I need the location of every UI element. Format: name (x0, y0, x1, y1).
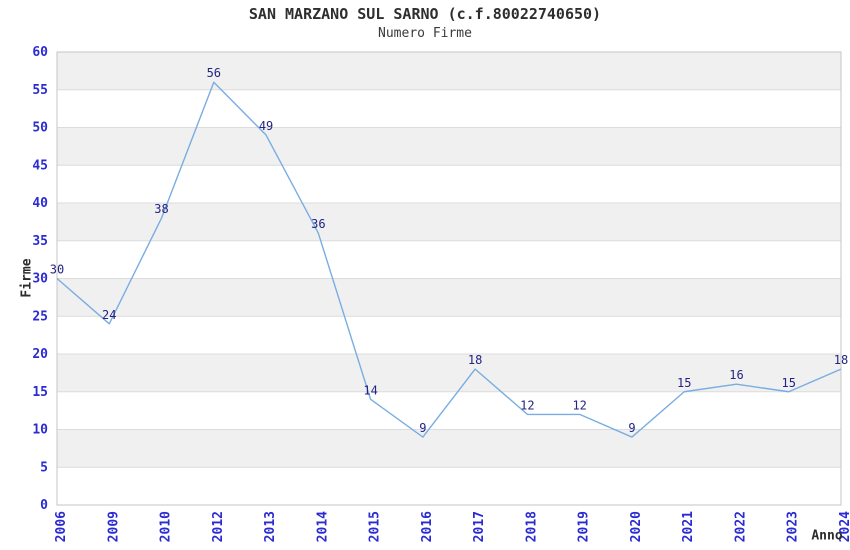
grid-band (57, 278, 841, 317)
point-label: 14 (363, 383, 377, 397)
point-label: 15 (677, 376, 691, 390)
chart-subtitle: Numero Firme (378, 26, 472, 41)
x-tick-label: 2010 (159, 511, 174, 542)
point-label: 9 (419, 421, 426, 435)
y-tick-label: 60 (32, 45, 48, 60)
point-label: 16 (729, 368, 743, 382)
point-label: 12 (520, 398, 534, 412)
grid-band (57, 203, 841, 241)
point-label: 24 (102, 308, 116, 322)
x-tick-label: 2022 (733, 511, 748, 542)
point-label: 38 (154, 202, 168, 216)
y-tick-label: 50 (32, 121, 48, 136)
x-tick-label: 2021 (681, 511, 696, 542)
x-axis-title: Anno (811, 528, 843, 544)
y-tick-label: 35 (32, 234, 48, 249)
x-tick-label: 2024 (838, 511, 850, 542)
x-tick-label: 2012 (211, 511, 226, 542)
grid-band (57, 127, 841, 166)
x-tick-label: 2020 (629, 511, 644, 542)
y-tick-label: 15 (32, 385, 48, 400)
x-tick-label: 2014 (315, 511, 330, 542)
y-tick-label: 20 (32, 347, 48, 362)
grid-band (57, 354, 841, 392)
x-tick-label: 2009 (106, 511, 121, 542)
x-tick-label: 2018 (524, 511, 539, 542)
x-tick-label: 2015 (368, 511, 383, 542)
chart-title: SAN MARZANO SUL SARNO (c.f.80022740650) (248, 5, 602, 23)
y-tick-label: 25 (32, 309, 48, 324)
y-tick-label: 45 (32, 158, 48, 173)
x-tick-label: 2006 (54, 511, 69, 542)
y-tick-label: 30 (32, 272, 48, 287)
point-label: 9 (628, 421, 635, 435)
point-label: 12 (572, 398, 586, 412)
point-label: 15 (782, 376, 796, 390)
y-tick-label: 0 (40, 498, 48, 513)
point-label: 18 (468, 353, 482, 367)
y-tick-label: 10 (32, 423, 48, 438)
point-label: 30 (50, 263, 64, 277)
grid-band (57, 52, 841, 90)
x-tick-label: 2023 (786, 511, 801, 542)
x-tick-label: 2013 (263, 511, 278, 542)
y-tick-label: 55 (32, 83, 48, 98)
y-axis-title: Firme (19, 258, 35, 298)
x-tick-label: 2017 (472, 511, 487, 542)
x-tick-label: 2016 (420, 511, 435, 542)
point-label: 18 (834, 353, 848, 367)
y-tick-label: 5 (40, 460, 48, 475)
point-label: 36 (311, 217, 325, 231)
x-tick-label: 2019 (577, 511, 592, 542)
grid-band (57, 429, 841, 468)
point-label: 49 (259, 119, 273, 133)
y-tick-label: 40 (32, 196, 48, 211)
series-line (56, 81, 842, 438)
point-label: 56 (207, 66, 221, 80)
